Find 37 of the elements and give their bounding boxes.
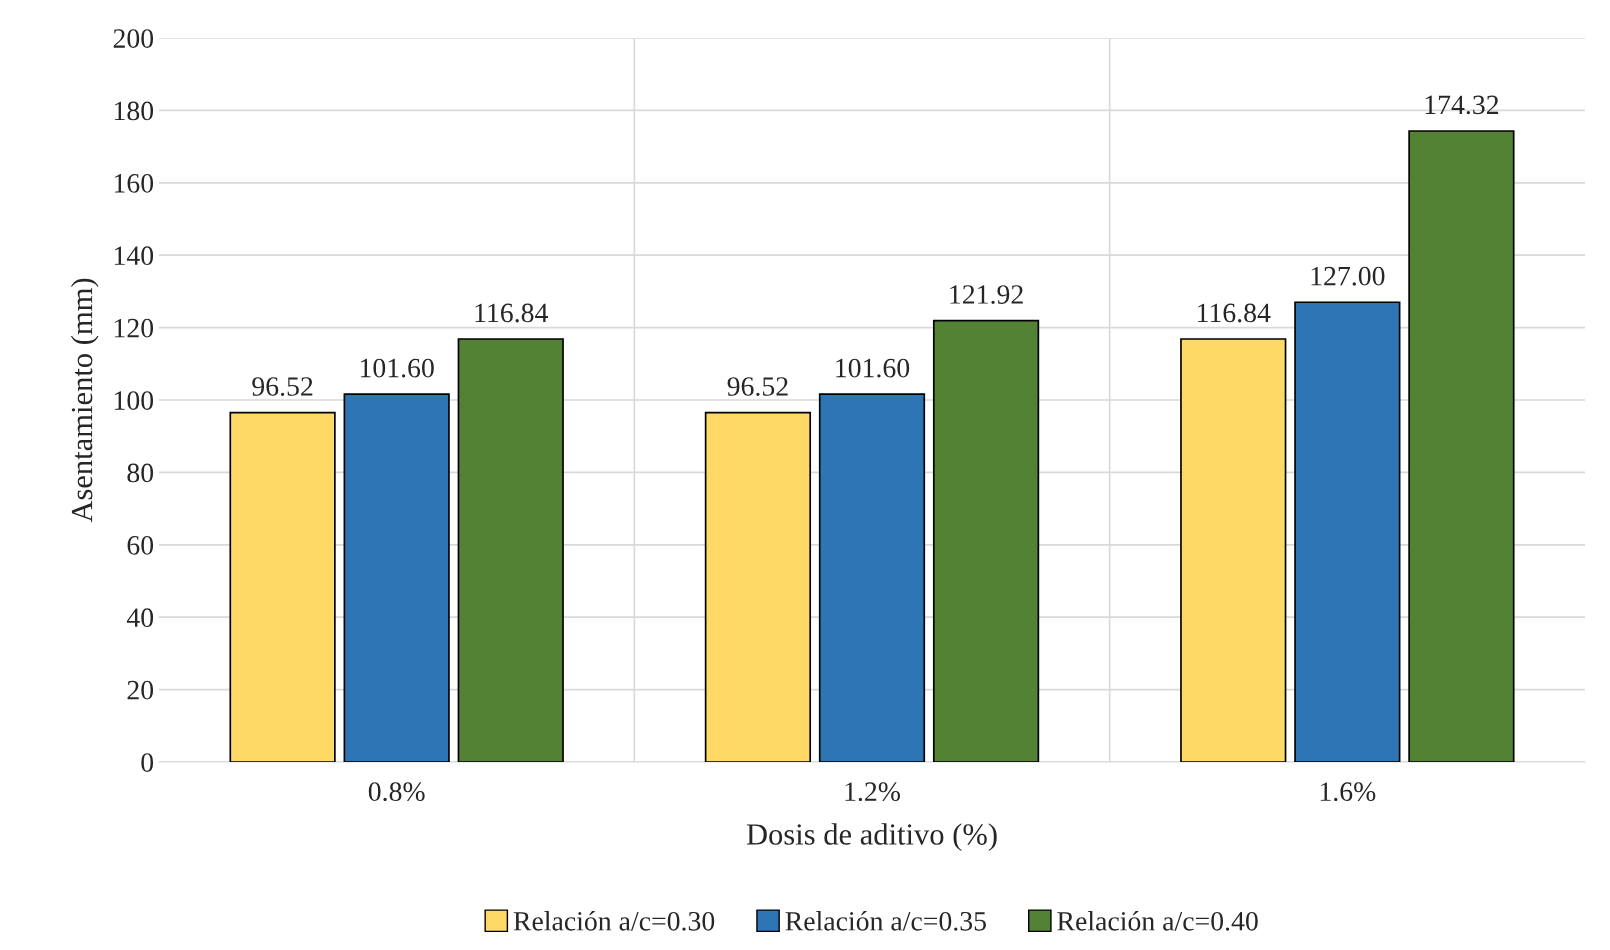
x-tick-label: 1.2% xyxy=(845,782,900,802)
bar xyxy=(1294,301,1401,762)
legend-label: Relación a/c=0.35 xyxy=(785,911,986,931)
bar xyxy=(818,393,926,762)
data-label: 174.32 xyxy=(1425,95,1499,115)
bar xyxy=(457,338,564,762)
y-axis-title: Asentamiento (mm) xyxy=(70,278,99,523)
data-label: 121.92 xyxy=(950,285,1023,305)
bar xyxy=(1180,338,1287,762)
legend-label: Relación a/c=0.30 xyxy=(513,911,715,931)
y-tick-label: 80 xyxy=(127,463,154,483)
x-axis-title: Dosis de aditivo (%) xyxy=(746,823,997,852)
data-label: 96.52 xyxy=(252,377,313,396)
y-tick-label: 0 xyxy=(141,753,154,772)
bar xyxy=(343,393,450,762)
y-tick-label: 140 xyxy=(114,246,154,266)
data-label: 101.60 xyxy=(360,358,434,378)
bar xyxy=(1408,130,1515,762)
y-tick-label: 60 xyxy=(127,535,154,555)
bar xyxy=(704,411,812,762)
bar xyxy=(932,319,1040,762)
data-label: 116.84 xyxy=(1198,303,1271,323)
y-tick-label: 120 xyxy=(114,318,154,338)
bar xyxy=(229,411,336,762)
data-label: 127.00 xyxy=(1311,266,1385,286)
y-tick-label: 20 xyxy=(127,680,154,700)
y-tick-label: 160 xyxy=(114,173,154,193)
legend-label: Relación a/c=0.40 xyxy=(1057,911,1258,931)
y-tick-label: 100 xyxy=(114,391,154,410)
data-label: 96.52 xyxy=(727,377,788,396)
x-tick-label: 1.6% xyxy=(1320,782,1376,802)
data-label: 116.84 xyxy=(475,303,548,323)
x-tick-label: 0.8% xyxy=(368,782,425,802)
data-label: 101.60 xyxy=(836,358,910,378)
y-tick-label: 200 xyxy=(113,29,154,48)
y-tick-label: 40 xyxy=(126,608,154,628)
y-tick-label: 180 xyxy=(114,101,154,121)
